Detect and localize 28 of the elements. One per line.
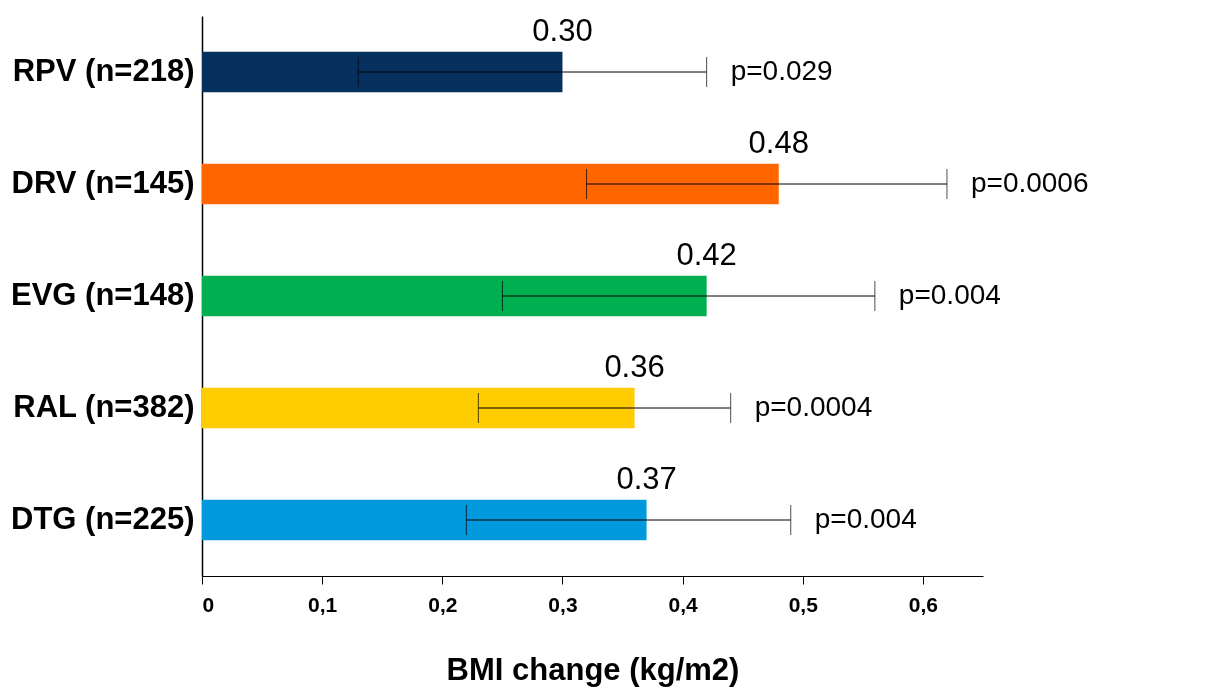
x-tick-label: 0,2 [428,592,458,616]
x-tick-label: 0,1 [308,592,338,616]
y-tick-label: DRV (n=145) [11,165,195,200]
annotation: p=0.004 [814,503,917,534]
annotation: p=0.004 [898,279,1001,310]
data-label: 0.36 [604,349,665,384]
annotation: p=0.0006 [970,167,1089,198]
x-tick-label: 0,5 [788,592,819,616]
bar [202,163,779,205]
y-tick-label: RAL (n=382) [13,389,195,424]
y-tick-label: RPV (n=218) [12,53,195,88]
annotation: p=0.029 [730,55,833,86]
annotation: p=0.0004 [754,391,873,422]
y-tick-label: DTG (n=225) [11,501,195,536]
bar [202,275,707,317]
data-label: 0.37 [616,461,677,496]
y-tick-label: EVG (n=148) [11,277,195,312]
data-label: 0.30 [532,13,593,48]
bar [202,387,635,429]
data-label: 0.48 [748,125,809,160]
x-axis-title: BMI change (kg/m2) [446,651,740,687]
bar [202,499,647,541]
data-label: 0.42 [676,237,737,272]
x-tick-label: 0,3 [548,592,578,616]
x-tick-label: 0,6 [908,592,939,616]
x-tick-label: 0,4 [668,592,699,616]
x-tick-label: 0 [202,592,215,616]
bar [202,51,563,93]
